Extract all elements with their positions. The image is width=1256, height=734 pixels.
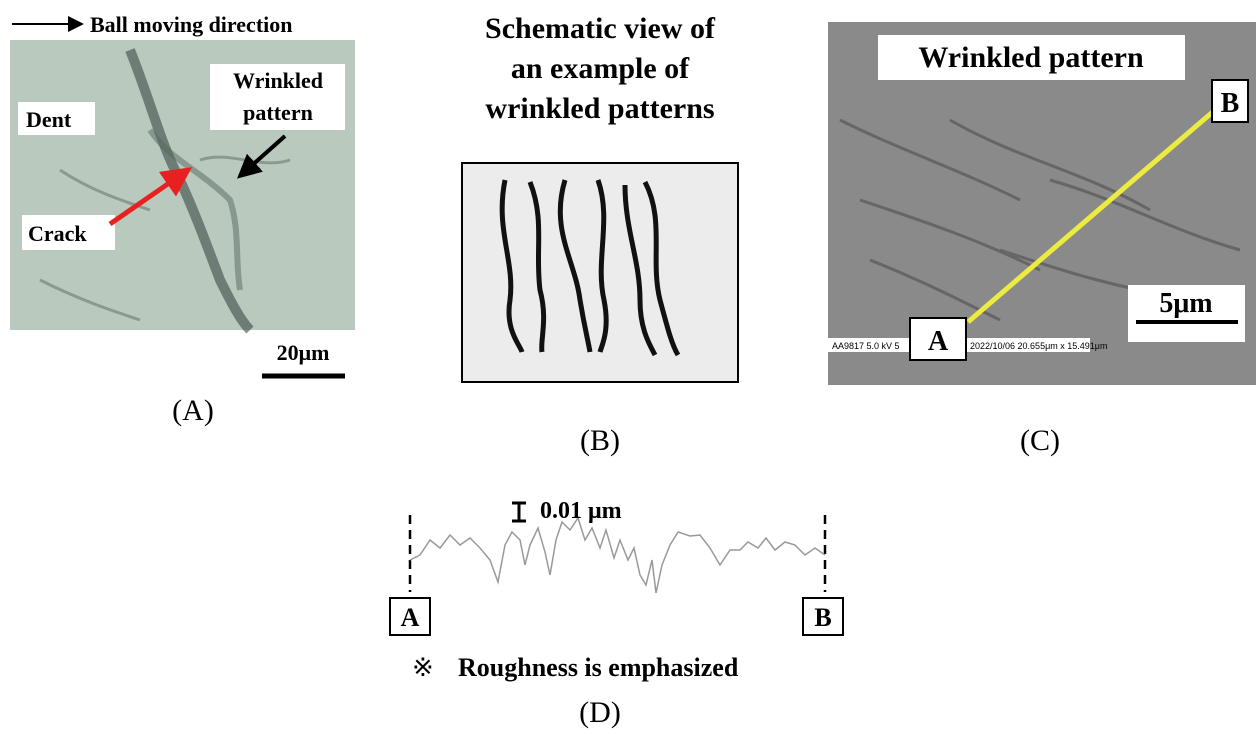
schematic-title: Schematic view of [485,12,716,45]
arrow-label: Ball moving direction [90,12,293,37]
note-mark: ※ [412,653,434,682]
schematic-title: wrinkled patterns [485,92,714,125]
point-label: B [1221,88,1240,119]
caption: (A) [172,394,214,427]
wrinkled-label: pattern [243,100,313,125]
scale-label: 5μm [1159,288,1212,319]
info-text: 2022/10/06 20.655μm x 15.491μm [970,341,1107,351]
point-label: B [814,603,831,632]
crack-label: Crack [28,221,87,246]
page: Ball moving direction Dent Wrinkled patt… [0,0,1256,734]
scale-label: 0.01 μm [540,498,622,524]
wrinkled-label: Wrinkled [233,68,323,93]
info-text: AA9817 5.0 kV 5 [832,341,900,351]
point-label: A [401,603,420,632]
point-label: A [928,326,949,357]
scale-label: 20μm [277,340,330,365]
dent-label: Dent [26,107,72,132]
caption: (C) [1020,424,1060,457]
caption: (B) [580,424,620,457]
figure: Ball moving direction Dent Wrinkled patt… [0,0,1256,734]
schematic-title: an example of [511,52,690,85]
pattern-label: Wrinkled pattern [918,41,1144,74]
caption: (D) [579,696,621,729]
scale-bar [512,503,526,521]
roughness-profile [410,518,825,593]
note: Roughness is emphasized [458,653,739,682]
